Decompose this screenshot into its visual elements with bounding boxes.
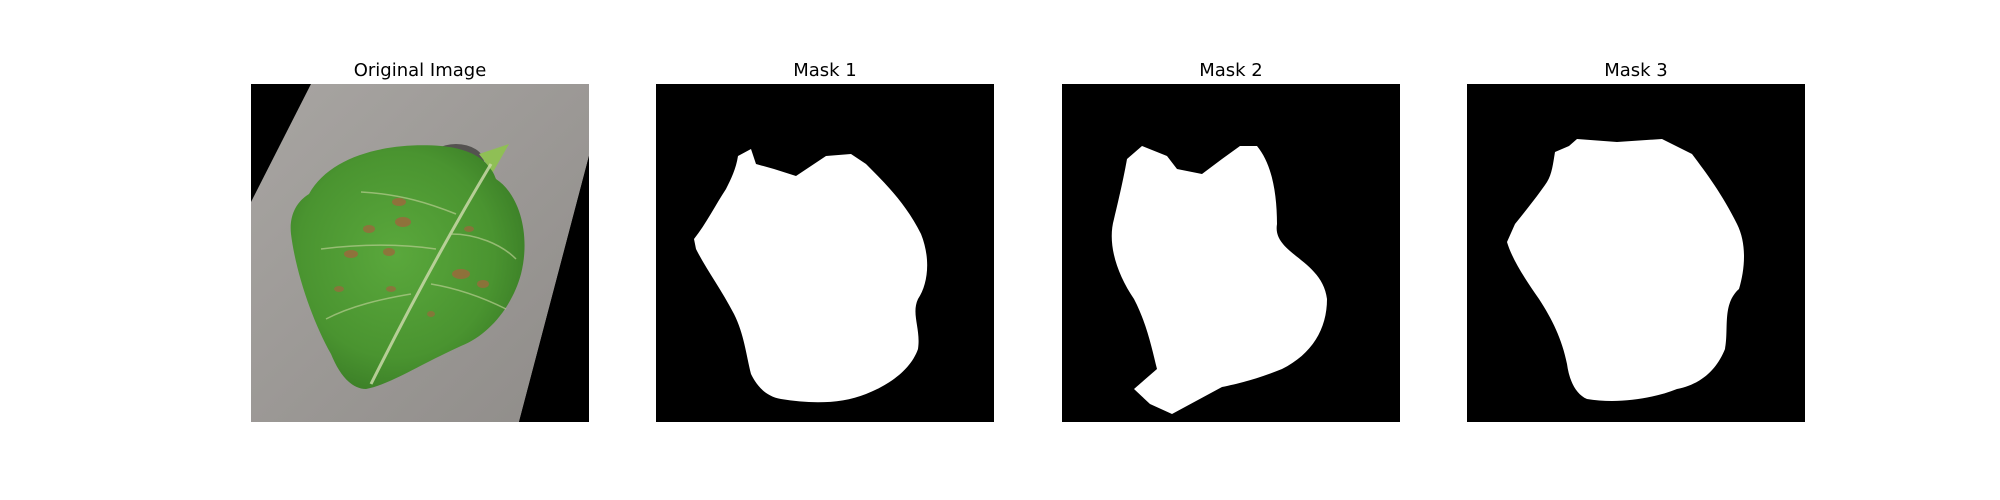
panel-title-original: Original Image <box>353 60 487 81</box>
mask-3-shape <box>1467 84 1805 422</box>
mask-3-image <box>1467 84 1805 422</box>
panel-title-mask-3: Mask 3 <box>1604 60 1668 81</box>
mask-2-image <box>1062 84 1400 422</box>
panel-mask-1: Mask 1 <box>656 58 994 422</box>
mask-1-shape <box>656 84 994 422</box>
panel-original-image: Original Image <box>251 58 589 422</box>
panel-title-mask-2: Mask 2 <box>1199 60 1263 81</box>
panel-mask-3: Mask 3 <box>1467 58 1805 422</box>
panel-mask-2: Mask 2 <box>1062 58 1400 422</box>
panel-title-mask-1: Mask 1 <box>793 60 857 81</box>
mask-2-shape <box>1062 84 1400 422</box>
leaf-photo <box>251 84 589 422</box>
mask-1-image <box>656 84 994 422</box>
original-image <box>251 84 589 422</box>
